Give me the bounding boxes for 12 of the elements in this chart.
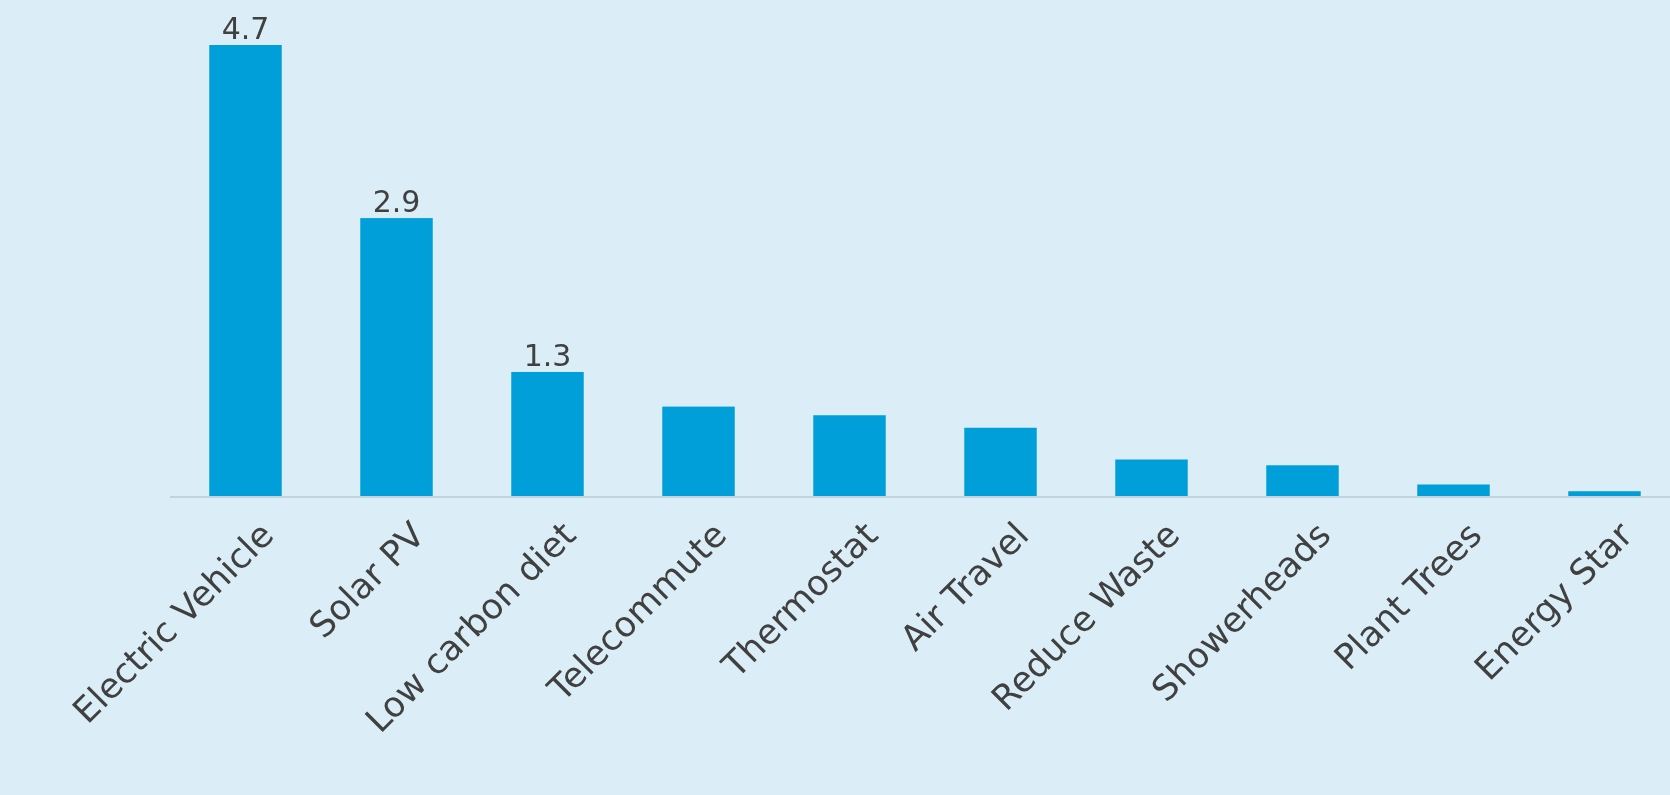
- bar: [1115, 459, 1188, 497]
- data-label: 4.7: [221, 11, 270, 46]
- bar: [813, 415, 886, 497]
- bar: [964, 427, 1037, 497]
- data-label: 2.9: [372, 184, 421, 220]
- data-label: 1.3: [523, 337, 572, 373]
- bar: [1417, 484, 1490, 497]
- bar: [209, 45, 282, 497]
- bar: [511, 371, 584, 497]
- bar: [360, 218, 433, 497]
- bar: [1266, 465, 1339, 497]
- bar: [662, 406, 735, 497]
